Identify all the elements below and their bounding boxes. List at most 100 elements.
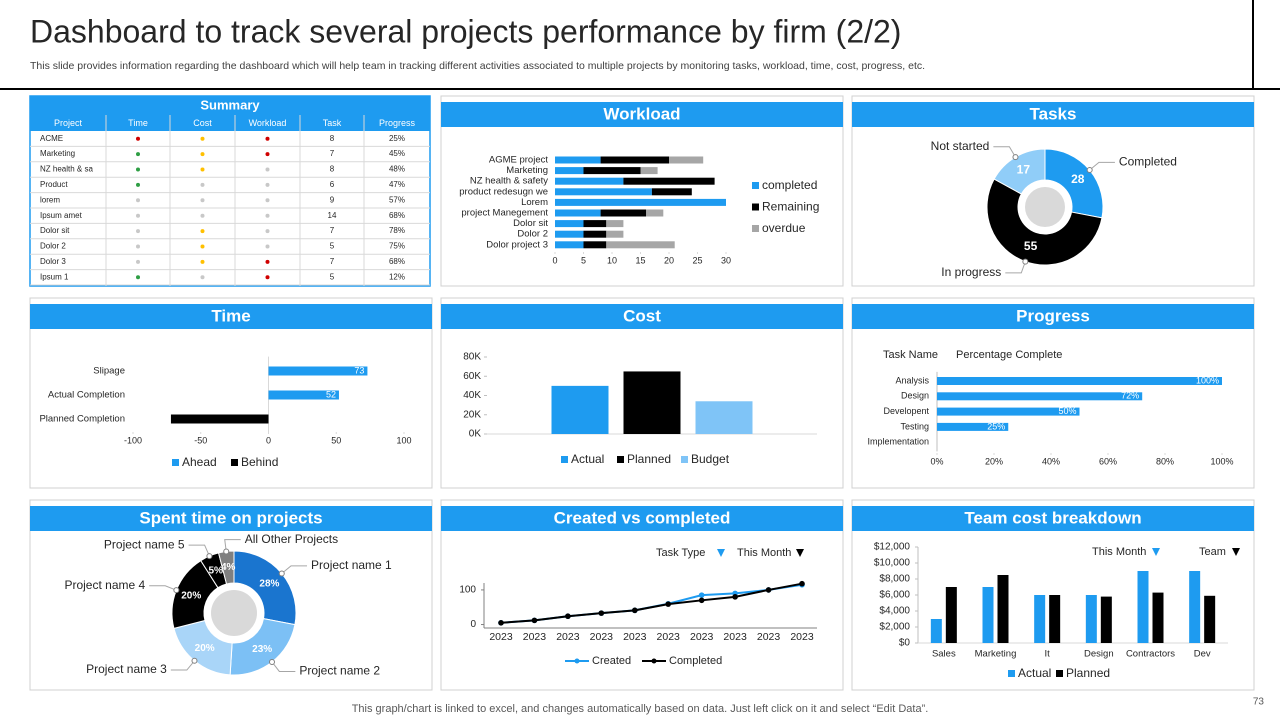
slice-label: Project name 5 <box>104 537 185 551</box>
cell: 6 <box>330 180 335 189</box>
status-dot <box>265 213 270 218</box>
status-dot <box>265 167 270 172</box>
cell: ACME <box>40 134 63 143</box>
cell: 57% <box>389 195 405 204</box>
point <box>732 594 738 600</box>
status-dot <box>136 229 140 234</box>
column-header: Task <box>323 118 342 128</box>
bar <box>937 377 1222 385</box>
legend-label: Actual <box>1018 666 1051 680</box>
x-tick-label: 2023 <box>790 631 814 643</box>
slice <box>1044 148 1104 219</box>
data-label: 28% <box>259 578 279 589</box>
bar <box>600 156 669 164</box>
legend-swatch <box>752 182 759 189</box>
panel-title: Tasks <box>1030 104 1077 123</box>
bar <box>1152 592 1164 643</box>
data-label: 52 <box>326 389 336 399</box>
category-label: Slipage <box>93 366 125 377</box>
data-label: 23% <box>252 644 272 655</box>
legend-swatch <box>1056 670 1063 677</box>
status-dot <box>136 275 140 280</box>
y-tick-label: $6,000 <box>879 590 910 601</box>
bar <box>551 385 609 434</box>
bar <box>555 230 584 238</box>
x-tick-label: 2023 <box>489 631 513 643</box>
status-dot <box>265 182 270 187</box>
status-dot <box>200 275 205 280</box>
panel-title: Progress <box>1016 306 1090 325</box>
leader-dot <box>278 570 285 577</box>
slice-label: In progress <box>941 265 1001 279</box>
legend-label: overdue <box>762 221 806 235</box>
annotation: Task Type <box>656 547 705 559</box>
panel-header <box>852 102 1254 127</box>
x-tick-label: 2023 <box>723 631 747 643</box>
cell: Product <box>40 180 68 189</box>
donut-hole <box>211 590 257 636</box>
page-subtitle: This slide provides information regardin… <box>30 60 925 72</box>
status-dot <box>265 244 270 249</box>
leader-line <box>224 539 241 552</box>
data-label: 17 <box>1017 163 1031 177</box>
category-label: Marketing <box>506 165 548 176</box>
leader-line <box>1089 161 1115 171</box>
legend-label: Behind <box>241 455 278 469</box>
legend-swatch <box>752 203 759 211</box>
cell: 78% <box>389 226 405 235</box>
status-dot <box>200 167 205 172</box>
cell: 8 <box>330 134 335 143</box>
bar <box>555 241 584 249</box>
x-tick-label: 100 <box>396 435 411 445</box>
cell: 8 <box>330 165 335 174</box>
leader-line <box>281 565 308 574</box>
leader-line <box>271 661 296 672</box>
data-label: 73 <box>354 365 364 375</box>
x-tick-label: 15 <box>635 255 645 265</box>
category-label: Implementation <box>867 437 929 447</box>
cell: 75% <box>389 242 405 251</box>
y-tick-label: 60K <box>463 371 481 382</box>
category-label: product redesugn we <box>459 186 548 197</box>
legend-label: Planned <box>1066 666 1110 680</box>
x-tick-label: 25 <box>692 255 702 265</box>
panel-title: Created vs completed <box>554 508 731 527</box>
category-label: Actual Completion <box>48 390 125 401</box>
slice <box>233 550 297 626</box>
leader-dot <box>173 587 180 594</box>
status-dot <box>200 182 205 187</box>
bar <box>640 167 658 175</box>
leader-line <box>170 660 195 671</box>
slice <box>986 178 1103 266</box>
bar <box>555 177 624 185</box>
legend-label: Completed <box>669 655 722 667</box>
bar <box>606 241 675 249</box>
x-tick-label: 0% <box>930 456 943 466</box>
column-header: Time <box>128 118 148 128</box>
bar <box>945 587 957 643</box>
cell: 68% <box>389 257 405 266</box>
bar <box>555 220 584 228</box>
x-tick-label: 5 <box>581 255 586 265</box>
status-dot <box>136 244 140 249</box>
status-dot <box>200 259 205 264</box>
x-tick-label: 80% <box>1156 456 1174 466</box>
panel-header <box>852 304 1254 329</box>
point <box>799 580 805 587</box>
x-tick-label: Design <box>1084 649 1114 660</box>
cell: 5 <box>330 242 335 251</box>
bar <box>982 587 994 643</box>
category-label: Developent <box>883 406 929 416</box>
category-label: project Manegement <box>461 208 548 219</box>
bar <box>930 619 942 643</box>
x-tick-label: 2023 <box>590 631 614 643</box>
dropdown-icon <box>717 549 725 557</box>
bar <box>1189 571 1201 643</box>
legend-swatch <box>681 456 688 463</box>
legend-swatch <box>1008 670 1015 677</box>
cell: Ipsum amet <box>40 211 83 220</box>
legend-swatch <box>172 459 179 466</box>
x-tick-label: Dev <box>1194 649 1211 660</box>
page-title: Dashboard to track several projects perf… <box>30 13 901 49</box>
